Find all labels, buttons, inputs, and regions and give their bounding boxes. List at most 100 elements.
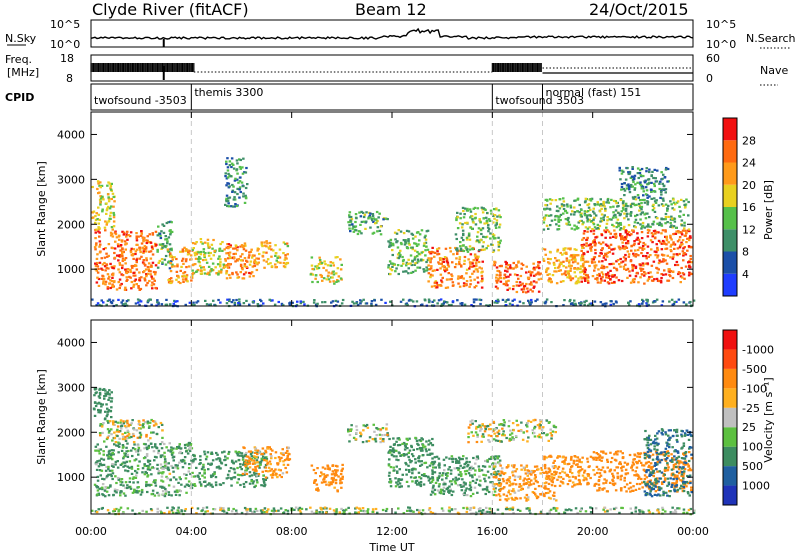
power-cell xyxy=(380,298,383,301)
power-cell xyxy=(477,227,481,230)
velocity-cell xyxy=(399,478,403,481)
power-cell xyxy=(442,302,445,305)
velocity-cell xyxy=(340,481,343,484)
power-cell xyxy=(630,183,633,187)
power-cell xyxy=(121,230,124,233)
power-cell xyxy=(683,206,687,209)
velocity-cell xyxy=(319,475,322,478)
velocity-cell xyxy=(108,469,112,472)
power-cell xyxy=(636,221,640,225)
power-cell xyxy=(271,299,274,302)
velocity-cell xyxy=(478,469,481,472)
power-cell xyxy=(365,302,369,305)
power-cell xyxy=(570,227,574,230)
power-cell xyxy=(120,252,124,256)
velocity-cell xyxy=(382,438,385,441)
power-cell xyxy=(463,303,467,306)
velocity-cell xyxy=(498,482,501,485)
power-cell xyxy=(588,226,591,229)
power-cell xyxy=(348,211,352,214)
power-cell xyxy=(666,221,669,224)
power-cell xyxy=(142,259,145,262)
power-cell xyxy=(405,270,408,273)
velocity-cell xyxy=(161,480,165,483)
velocity-cell xyxy=(536,424,540,427)
velocity-cell xyxy=(244,459,248,462)
power-cell xyxy=(122,250,125,254)
velocity-cell xyxy=(272,470,276,473)
power-cell xyxy=(124,248,127,251)
power-cell xyxy=(376,226,380,229)
power-cell xyxy=(254,261,258,264)
power-cell xyxy=(203,272,207,275)
velocity-cell xyxy=(211,485,214,488)
power-cell xyxy=(601,276,604,279)
velocity-cell xyxy=(145,481,148,484)
velocity-cell xyxy=(93,483,97,486)
velocity-cell xyxy=(124,425,127,428)
power-cell xyxy=(687,274,691,277)
power-cell xyxy=(643,282,646,285)
power-cell xyxy=(617,211,620,214)
power-cell xyxy=(632,252,635,255)
power-cell xyxy=(123,240,127,243)
power-cell xyxy=(657,239,661,242)
power-cell xyxy=(243,263,247,266)
power-cell xyxy=(658,221,662,224)
power-cell xyxy=(101,274,104,277)
velocity-cell xyxy=(114,420,117,423)
power-cell xyxy=(299,302,303,305)
power-cell xyxy=(469,226,472,229)
nsearch-label: N.Search xyxy=(746,32,796,45)
power-cell xyxy=(634,275,638,278)
velocity-cell xyxy=(467,436,470,439)
power-cell xyxy=(418,233,422,236)
power-cell xyxy=(327,278,331,281)
velocity-cell xyxy=(512,429,515,432)
velocity-cell xyxy=(253,455,256,458)
velocity-cell xyxy=(395,440,398,443)
power-cell xyxy=(173,265,176,268)
power-cell xyxy=(582,270,585,273)
velocity-cell xyxy=(481,423,484,426)
power-cell xyxy=(650,190,653,193)
velocity-cell xyxy=(454,482,457,485)
velocity-cell xyxy=(264,451,268,454)
power-cell xyxy=(322,277,326,280)
velocity-cell xyxy=(210,451,213,454)
power-cell xyxy=(602,202,605,205)
velocity-cell xyxy=(402,454,406,457)
power-cell xyxy=(117,235,121,238)
power-cell xyxy=(110,226,114,229)
power-cell xyxy=(179,281,182,285)
power-cell xyxy=(203,254,206,257)
power-cell xyxy=(573,254,576,257)
velocity-cell xyxy=(335,474,338,477)
power-cell xyxy=(257,261,260,264)
power-cell xyxy=(529,301,532,304)
velocity-cell xyxy=(475,458,478,461)
power-cell xyxy=(685,241,688,244)
power-cell xyxy=(234,247,237,250)
power-cell xyxy=(225,177,229,180)
velocity-cell xyxy=(235,451,239,454)
power-cell xyxy=(121,257,125,260)
velocity-cell xyxy=(389,451,392,454)
power-cell xyxy=(236,178,239,181)
power-cell xyxy=(475,284,478,288)
velocity-cell xyxy=(449,488,452,491)
velocity-cell xyxy=(167,468,171,472)
power-cell xyxy=(225,198,228,202)
power-cell xyxy=(640,202,643,205)
velocity-cell xyxy=(448,457,451,460)
power-cell xyxy=(225,197,228,200)
power-cell xyxy=(518,300,522,303)
power-cell xyxy=(565,252,568,255)
power-cell xyxy=(480,274,484,277)
power-cell xyxy=(558,207,562,210)
power-cell xyxy=(651,222,654,226)
power-cell xyxy=(169,281,172,285)
velocity-cell xyxy=(155,456,158,459)
power-cell xyxy=(474,212,477,216)
velocity-cell xyxy=(359,435,362,438)
